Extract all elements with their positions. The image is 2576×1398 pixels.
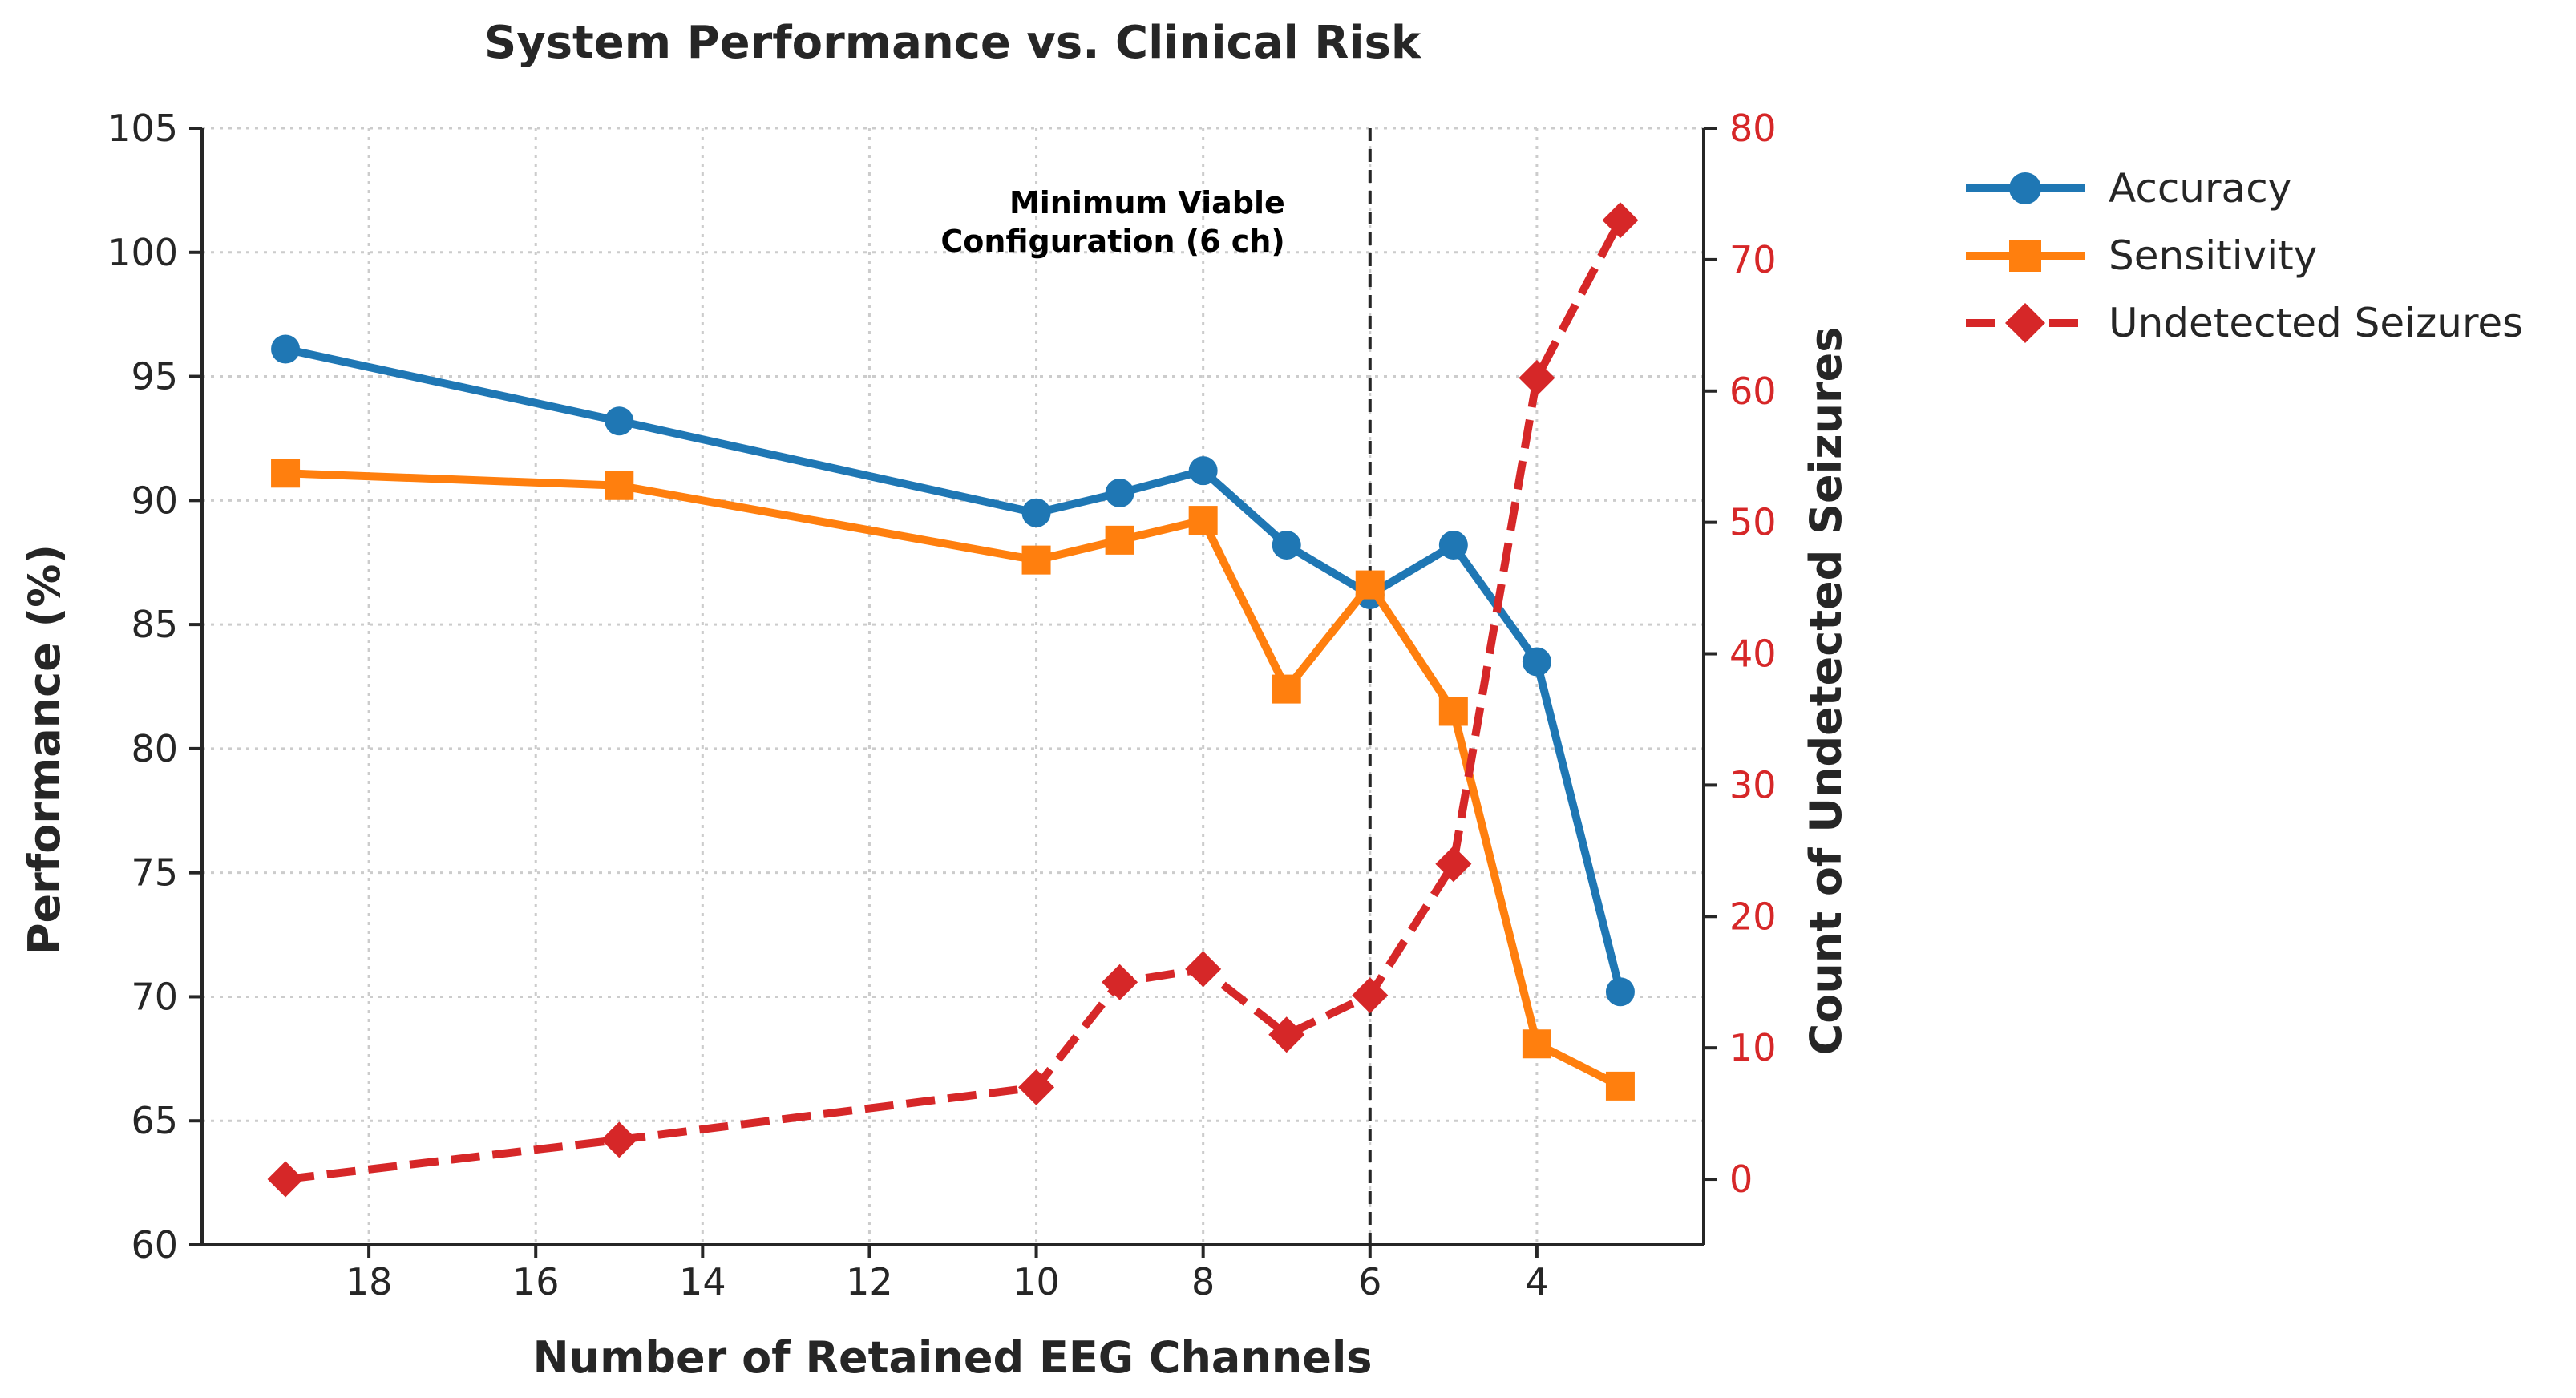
legend-label: Accuracy bbox=[2109, 165, 2291, 212]
legend-marker bbox=[2009, 172, 2041, 204]
data-point bbox=[267, 1161, 304, 1198]
series-line-accuracy bbox=[285, 345, 1624, 993]
data-point bbox=[1021, 498, 1051, 527]
y2-axis-label: Count of Undetected Seizures bbox=[1801, 327, 1851, 1056]
y2-tick-label: 10 bbox=[1729, 1026, 1777, 1069]
data-point bbox=[1435, 846, 1472, 883]
annotation: Minimum Viable Configuration (6 ch) bbox=[940, 185, 1284, 259]
data-point bbox=[605, 406, 634, 436]
annotation-text-line: Configuration (6 ch) bbox=[940, 224, 1284, 259]
y-tick-label: 105 bbox=[107, 107, 178, 150]
data-point bbox=[271, 459, 301, 488]
x-tick-label: 4 bbox=[1525, 1260, 1548, 1303]
x-tick-label: 8 bbox=[1191, 1260, 1215, 1303]
y-tick-label: 60 bbox=[131, 1223, 178, 1267]
data-point bbox=[1272, 531, 1301, 560]
y2-tick-label: 80 bbox=[1729, 107, 1777, 150]
data-point bbox=[1018, 1069, 1055, 1105]
y2-tick-label: 20 bbox=[1729, 895, 1777, 938]
legend-label: Undetected Seizures bbox=[2109, 300, 2523, 346]
x-tick-label: 10 bbox=[1013, 1260, 1060, 1303]
axes bbox=[200, 128, 1705, 1246]
data-point bbox=[605, 471, 634, 500]
data-point bbox=[271, 334, 301, 364]
ticks: 18 16 14 12 10 8 6 4 60 65 70 75 80 85 90 95 100 105 0 10 20… bbox=[107, 107, 1776, 1303]
data-point bbox=[1021, 545, 1051, 575]
data-point bbox=[1605, 977, 1635, 1007]
y-tick-label: 80 bbox=[131, 727, 178, 770]
data-point bbox=[1438, 531, 1468, 560]
y2-tick-label: 0 bbox=[1729, 1158, 1753, 1201]
data-point bbox=[1519, 359, 1555, 396]
data-point bbox=[1352, 977, 1389, 1014]
legend: Accuracy Sensitivity Undetected Seizures bbox=[1966, 165, 2523, 346]
data-point bbox=[1438, 697, 1468, 726]
y2-tick-label: 30 bbox=[1729, 763, 1777, 806]
data-point bbox=[1105, 479, 1134, 508]
y-tick-label: 75 bbox=[131, 851, 178, 895]
data-point bbox=[1268, 1016, 1305, 1053]
series-layer bbox=[267, 202, 1639, 1198]
x-tick-label: 6 bbox=[1358, 1260, 1381, 1303]
x-tick-label: 16 bbox=[512, 1260, 560, 1303]
y-tick-label: 95 bbox=[131, 355, 178, 398]
data-point bbox=[1522, 647, 1551, 677]
legend-marker bbox=[2009, 240, 2041, 272]
x-tick-label: 18 bbox=[346, 1260, 393, 1303]
y2-tick-label: 50 bbox=[1729, 501, 1777, 544]
legend-label: Sensitivity bbox=[2109, 232, 2317, 279]
y2-tick-label: 70 bbox=[1729, 238, 1777, 281]
x-axis-label: Number of Retained EEG Channels bbox=[532, 1332, 1372, 1383]
data-point bbox=[1188, 506, 1218, 535]
legend-marker bbox=[2005, 303, 2045, 343]
y2-tick-label: 40 bbox=[1729, 632, 1777, 676]
grid bbox=[202, 127, 1704, 1246]
y-tick-label: 90 bbox=[131, 479, 178, 522]
chart-title: System Performance vs. Clinical Risk bbox=[484, 17, 1422, 69]
data-point bbox=[1185, 951, 1222, 988]
data-point bbox=[1188, 456, 1218, 486]
y2-tick-label: 60 bbox=[1729, 370, 1777, 413]
data-point bbox=[1355, 570, 1385, 600]
y-tick-label: 100 bbox=[107, 231, 178, 274]
data-point bbox=[1605, 1071, 1635, 1101]
data-point bbox=[1602, 202, 1639, 239]
x-tick-label: 12 bbox=[846, 1260, 893, 1303]
x-tick-label: 14 bbox=[679, 1260, 726, 1303]
data-point bbox=[1522, 1029, 1551, 1059]
y-tick-label: 65 bbox=[131, 1099, 178, 1142]
data-point bbox=[601, 1121, 637, 1158]
series-line-sensitivity bbox=[285, 469, 1623, 1090]
data-point bbox=[1272, 674, 1301, 704]
data-point bbox=[1105, 525, 1134, 555]
data-point bbox=[1102, 964, 1138, 1000]
y-tick-label: 85 bbox=[131, 603, 178, 646]
series-line-undetected-seizures bbox=[285, 218, 1624, 1184]
y-axis-label: Performance (%) bbox=[19, 544, 70, 955]
annotation-text-line: Minimum Viable bbox=[1009, 185, 1285, 220]
y-tick-label: 70 bbox=[131, 975, 178, 1018]
